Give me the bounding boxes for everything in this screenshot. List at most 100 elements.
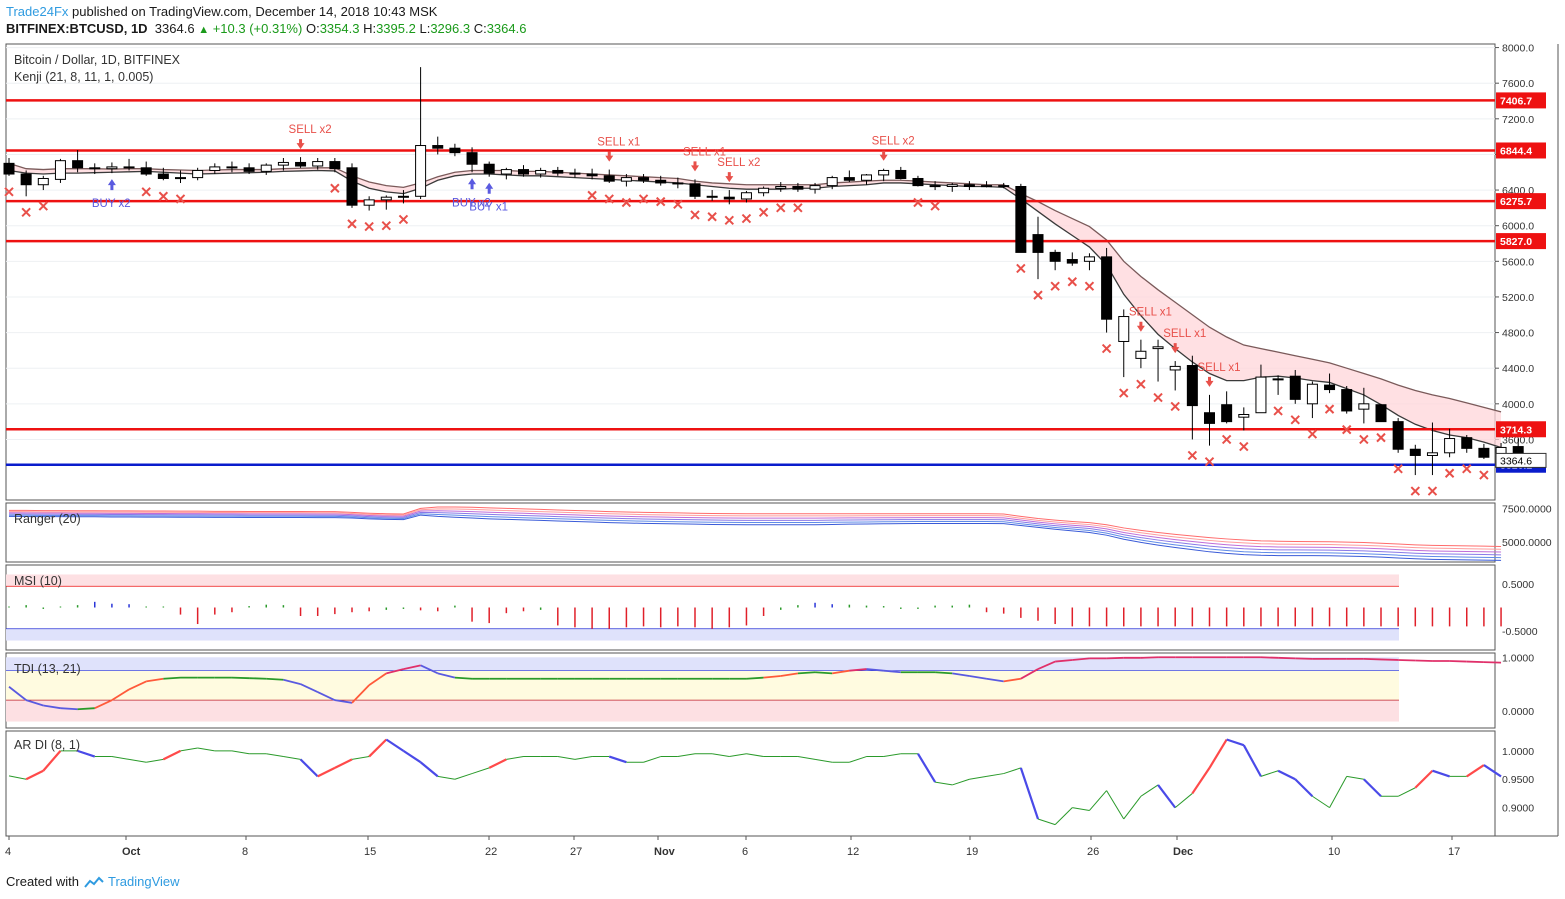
y-tick-label: 6000.0 — [1502, 221, 1534, 233]
tdi-line-segment — [1072, 657, 1090, 661]
tdi-lower-zone — [6, 700, 1399, 722]
tdi-middle-zone — [6, 670, 1399, 701]
candle-body — [518, 169, 529, 175]
sell-x-marker — [930, 201, 940, 211]
y-tick-label: 1.0000 — [1502, 652, 1534, 664]
price-change: +10.3 (+0.31%) — [212, 21, 303, 36]
sell-x-marker — [1187, 450, 1198, 461]
sell-x-marker — [604, 194, 614, 204]
candle-body — [295, 161, 307, 167]
tradingview-link[interactable]: TradingView — [108, 874, 180, 889]
sell-arrow-icon — [691, 161, 699, 172]
candle-body — [723, 196, 735, 200]
pane-frame — [5, 43, 1496, 501]
tdi-line-segment — [1037, 660, 1056, 670]
candle-body — [500, 169, 512, 175]
sell-x-marker — [1444, 468, 1455, 478]
sell-x-marker — [1136, 379, 1146, 389]
candle-body — [689, 183, 701, 197]
sell-signal-label: SELL x1 — [683, 146, 726, 158]
candle-body — [1272, 378, 1284, 381]
x-tick-label: Nov — [654, 846, 676, 858]
ardi-line-segment — [162, 749, 181, 761]
y-tick-label: 0.5000 — [1502, 579, 1534, 591]
ardi-line-segment — [1466, 764, 1485, 778]
ardi-line-segment — [1157, 784, 1177, 809]
sell-x-marker — [1359, 434, 1369, 445]
ardi-line-segment — [935, 781, 953, 786]
ardi-line-segment — [1432, 769, 1450, 778]
candle-body — [1032, 234, 1044, 253]
candle-body — [1135, 350, 1147, 359]
candle-body — [37, 177, 49, 186]
sell-arrow-icon — [879, 150, 888, 161]
sell-x-marker — [1084, 281, 1095, 291]
high-value: 3395.2 — [376, 21, 416, 36]
sell-x-marker — [1204, 456, 1215, 467]
candle-body — [363, 199, 375, 206]
ardi-line-segment — [1054, 807, 1073, 826]
ardi-line-segment — [952, 778, 970, 786]
ardi-line-segment — [231, 750, 250, 755]
tdi-line-segment — [1140, 656, 1159, 659]
sell-x-marker — [158, 191, 169, 201]
ardi-line-segment — [266, 753, 284, 758]
candle-body — [706, 195, 718, 198]
ardi-line-segment — [197, 747, 215, 752]
candle-body — [1186, 365, 1198, 407]
candle-body — [963, 184, 975, 187]
candle-body — [397, 195, 409, 198]
candle-body — [106, 166, 118, 170]
candle-body — [1444, 438, 1456, 454]
symbol-name: BITFINEX:BTCUSD, 1D — [6, 21, 148, 36]
candle-body — [1478, 447, 1490, 458]
x-tick-label: 27 — [570, 846, 582, 858]
ardi-line-segment — [574, 756, 593, 760]
ardi-line-segment — [1277, 769, 1296, 781]
ardi-line-segment — [454, 773, 473, 780]
tdi-line-segment — [420, 664, 439, 675]
sell-x-marker — [1273, 406, 1283, 416]
ardi-line-segment — [8, 775, 27, 780]
tdi-line-segment — [1020, 668, 1039, 680]
candle-body — [226, 166, 238, 169]
candle-body — [535, 169, 547, 175]
candle-body — [277, 161, 289, 166]
candle-body — [1238, 414, 1250, 418]
candle-body — [1015, 186, 1027, 253]
sell-x-marker — [1376, 432, 1386, 443]
ardi-line-segment — [317, 766, 336, 778]
ardi-line-segment — [471, 767, 490, 775]
sell-x-marker — [1170, 401, 1180, 412]
tdi-line-segment — [128, 680, 147, 691]
sell-arrow-icon — [1205, 376, 1214, 387]
tdi-line-segment — [94, 699, 113, 709]
candle-body — [981, 185, 993, 188]
sell-x-marker — [347, 219, 357, 229]
publisher-link[interactable]: Trade24Fx — [6, 4, 69, 19]
ardi-line-segment — [849, 756, 867, 763]
sell-arrow-icon — [605, 151, 614, 162]
ardi-line-segment — [1346, 775, 1364, 780]
ardi-line-segment — [969, 775, 987, 780]
ardi-line-segment — [402, 749, 422, 764]
tdi-line-segment — [1398, 659, 1416, 662]
ardi-line-segment — [506, 756, 524, 760]
sell-x-marker — [21, 207, 31, 218]
candle-body — [1169, 365, 1181, 371]
candle-body — [826, 177, 838, 187]
pane-frame — [5, 564, 1496, 651]
ranger-line — [8, 513, 1502, 559]
last-price-label: 3364.6 — [1500, 455, 1532, 467]
candle-body — [140, 167, 152, 175]
sell-x-marker — [724, 215, 735, 226]
y-tick-label: 0.0000 — [1502, 706, 1534, 718]
sell-x-marker — [638, 194, 649, 204]
ardi-line-segment — [746, 753, 764, 758]
tdi-line-segment — [368, 672, 387, 686]
ardi-line-segment — [283, 756, 301, 760]
sell-x-marker — [741, 213, 752, 224]
price-tag-label: 6275.7 — [1500, 196, 1532, 208]
y-tick-label: -0.5000 — [1502, 626, 1538, 638]
